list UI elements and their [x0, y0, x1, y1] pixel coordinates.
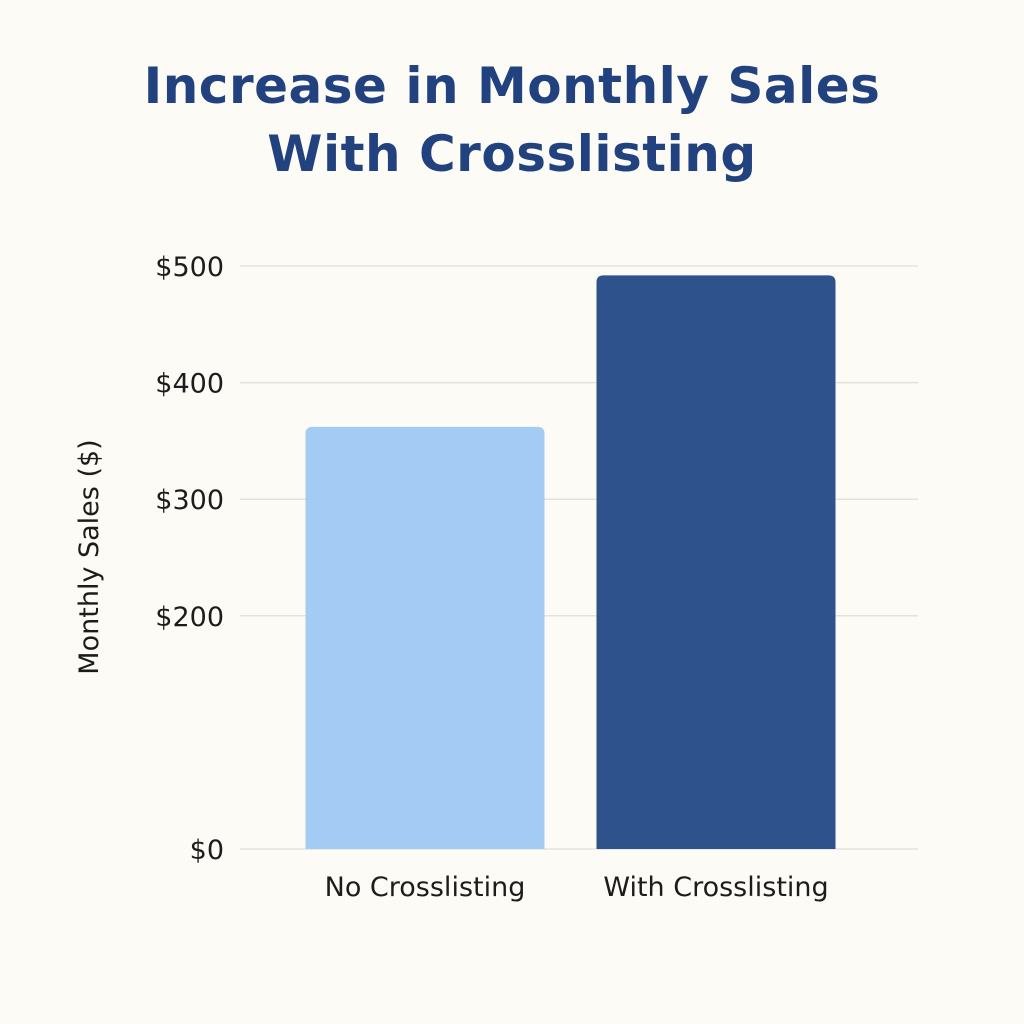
y-tick-label: $500: [155, 252, 224, 283]
y-axis-ticks: $0 $200 $300 $400 $500: [155, 252, 224, 866]
y-tick-label: $0: [190, 835, 224, 866]
chart-title-line-2: With Crosslisting: [267, 125, 757, 183]
bars: [305, 275, 836, 849]
x-axis-categories: No Crosslisting With Crosslisting: [325, 872, 829, 903]
y-tick-label: $300: [155, 485, 224, 516]
y-tick-label: $200: [155, 602, 224, 633]
y-axis-label: Monthly Sales ($): [74, 439, 105, 674]
x-category-label: With Crosslisting: [603, 872, 828, 903]
x-category-label: No Crosslisting: [325, 872, 526, 903]
y-tick-label: $400: [155, 369, 224, 400]
bar-with-crosslisting: [596, 275, 836, 849]
chart-title-line-1: Increase in Monthly Sales: [143, 57, 881, 115]
chart-title: Increase in Monthly Sales With Crosslist…: [0, 52, 1024, 188]
bar-no-crosslisting: [305, 426, 545, 849]
